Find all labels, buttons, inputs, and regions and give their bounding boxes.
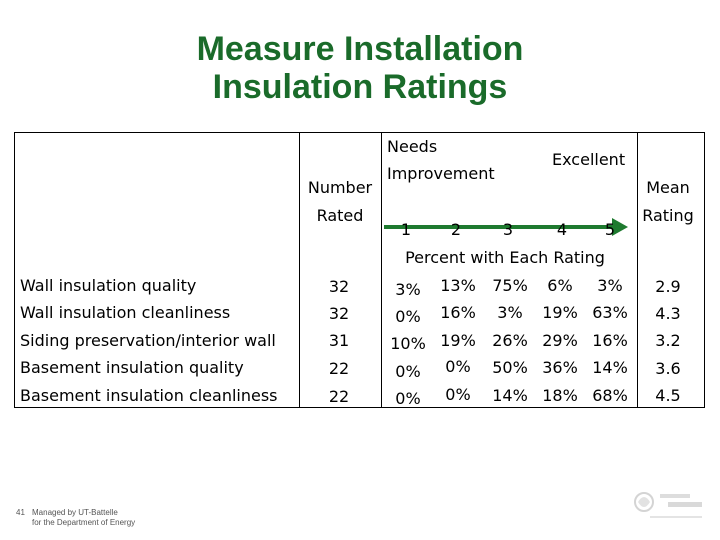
pct-cell: 3% [597, 276, 623, 295]
pct-cell: 0% [445, 385, 471, 404]
row-number: 22 [328, 359, 350, 378]
pct-cell: 0% [395, 389, 421, 408]
pct-cell: 36% [542, 358, 578, 377]
header-number: Number [307, 178, 373, 197]
scale-1: 1 [400, 220, 412, 239]
row-label: Basement insulation cleanliness [20, 386, 278, 405]
title-line-2: Insulation Ratings [212, 68, 508, 106]
pct-cell: 10% [390, 334, 426, 353]
pct-cell: 63% [592, 303, 628, 322]
row-number: 32 [328, 304, 350, 323]
header-mean: Mean [646, 178, 690, 197]
row-number: 32 [328, 277, 350, 296]
pct-cell: 19% [542, 303, 578, 322]
slide-title: Measure Installation Insulation Ratings [0, 30, 720, 106]
row-label: Wall insulation cleanliness [20, 303, 231, 322]
scale-4: 4 [556, 220, 568, 239]
scale-2: 2 [450, 220, 462, 239]
pct-cell: 3% [395, 280, 421, 299]
percent-caption: Percent with Each Rating [405, 248, 605, 267]
pct-cell: 14% [592, 358, 628, 377]
row-mean: 3.2 [655, 331, 681, 350]
row-label: Siding preservation/interior wall [20, 331, 276, 350]
header-excellent: Excellent [552, 150, 626, 169]
table-divider [637, 133, 638, 407]
pct-cell: 16% [592, 331, 628, 350]
pct-cell: 19% [440, 331, 476, 350]
pct-cell: 18% [542, 386, 578, 405]
pct-cell: 6% [547, 276, 573, 295]
arrow-head-icon [612, 218, 628, 236]
pct-cell: 29% [542, 331, 578, 350]
footer-line-2: for the Department of Energy [32, 518, 136, 527]
slide-number: 41 [16, 508, 25, 517]
pct-cell: 50% [492, 358, 528, 377]
row-mean: 4.3 [655, 304, 681, 323]
footer-line-1: Managed by UT-Battelle [32, 508, 118, 517]
pct-cell: 14% [492, 386, 528, 405]
pct-cell: 0% [395, 362, 421, 381]
pct-cell: 26% [492, 331, 528, 350]
header-needs: Needs [387, 137, 438, 156]
pct-cell: 0% [395, 307, 421, 326]
row-mean: 3.6 [655, 359, 681, 378]
row-label: Basement insulation quality [20, 358, 244, 377]
pct-cell: 16% [440, 303, 476, 322]
row-mean: 2.9 [655, 277, 681, 296]
row-number: 31 [328, 331, 350, 350]
header-rating: Rating [642, 206, 694, 225]
oak-ridge-logo-icon [634, 492, 702, 518]
row-mean: 4.5 [655, 386, 681, 405]
ratings-table [14, 132, 705, 408]
pct-cell: 75% [492, 276, 528, 295]
pct-cell: 68% [592, 386, 628, 405]
table-divider [381, 133, 382, 407]
table-divider [299, 133, 300, 407]
pct-cell: 3% [497, 303, 523, 322]
rating-arrow [384, 225, 614, 229]
pct-cell: 0% [445, 357, 471, 376]
scale-5: 5 [604, 220, 616, 239]
header-rated: Rated [316, 206, 364, 225]
pct-cell: 13% [440, 276, 476, 295]
row-label: Wall insulation quality [20, 276, 197, 295]
header-improvement: Improvement [387, 164, 495, 183]
title-line-1: Measure Installation [196, 30, 524, 68]
row-number: 22 [328, 387, 350, 406]
scale-3: 3 [502, 220, 514, 239]
